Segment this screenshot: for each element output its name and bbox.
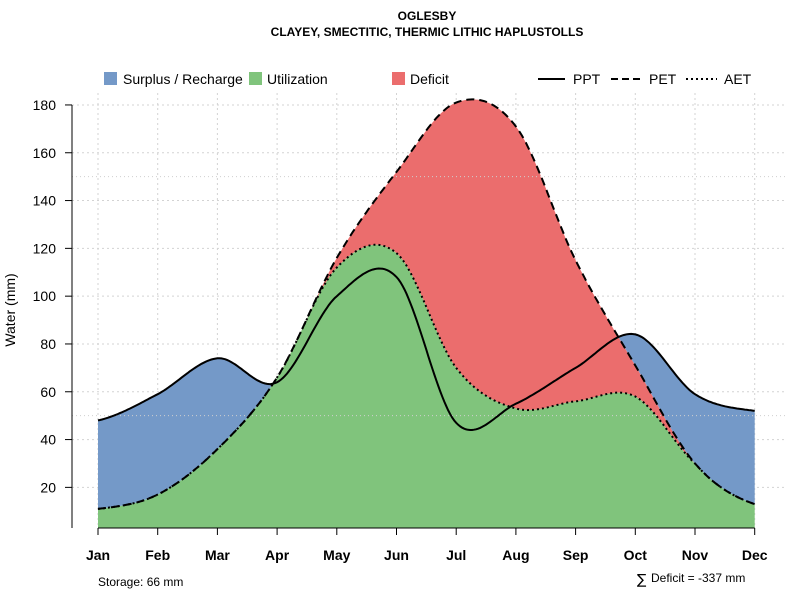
x-tick-label-dec: Dec [742, 547, 768, 563]
series-line-pet [97, 98, 756, 510]
y-tick-label: 40 [40, 432, 56, 448]
x-tick-label-sep: Sep [563, 547, 589, 563]
area-fills [98, 99, 755, 529]
chart-subtitle: CLAYEY, SMECTITIC, THERMIC LITHIC HAPLUS… [271, 25, 584, 39]
storage-note: Storage: 66 mm [98, 575, 183, 589]
legend-label-ppt: PPT [573, 71, 601, 87]
series-line-ppt [97, 267, 755, 431]
deficit-area [98, 99, 755, 509]
deficit-note: Deficit = -337 mm [651, 571, 745, 585]
y-tick-label: 100 [33, 288, 57, 304]
x-tick-label-feb: Feb [145, 547, 170, 563]
legend-label-utilization: Utilization [267, 71, 328, 87]
y-tick-label: 120 [33, 240, 57, 256]
axes: 20 40 60 80 100 120 140 160 180 Jan Feb Mar Apr May Ju… [33, 97, 768, 563]
legend-swatch-utilization [249, 72, 262, 85]
legend-label-deficit: Deficit [410, 71, 449, 87]
legend-label-aet: AET [724, 71, 752, 87]
legend-label-pet: PET [649, 71, 677, 87]
x-tick-label-mar: Mar [205, 547, 230, 563]
x-tick-label-apr: Apr [265, 547, 290, 563]
y-tick-label: 180 [33, 97, 57, 113]
sum-symbol-icon: ∑ [637, 572, 647, 588]
utilization-area [98, 244, 755, 529]
reference-lines [72, 176, 785, 417]
y-axis-label: Water (mm) [2, 273, 18, 346]
y-tick-label: 20 [40, 479, 56, 495]
x-tick-label-jan: Jan [86, 547, 110, 563]
surplus-area [98, 99, 755, 509]
y-tick-label: 80 [40, 336, 56, 352]
legend: Surplus / Recharge Utilization Deficit P… [104, 71, 752, 87]
y-tick-label: 60 [40, 384, 56, 400]
series-lines [97, 98, 756, 510]
legend-swatch-deficit [392, 72, 405, 85]
x-tick-label-oct: Oct [624, 547, 648, 563]
legend-label-surplus: Surplus / Recharge [123, 71, 243, 87]
x-tick-label-may: May [323, 547, 350, 563]
x-tick-label-aug: Aug [502, 547, 529, 563]
chart-title: OGLESBY [398, 9, 457, 23]
x-tick-label-nov: Nov [682, 547, 709, 563]
y-tick-label: 140 [33, 193, 57, 209]
legend-swatch-surplus [104, 72, 117, 85]
y-tick-label: 160 [33, 145, 57, 161]
x-tick-label-jun: Jun [384, 547, 409, 563]
x-tick-label-jul: Jul [446, 547, 466, 563]
